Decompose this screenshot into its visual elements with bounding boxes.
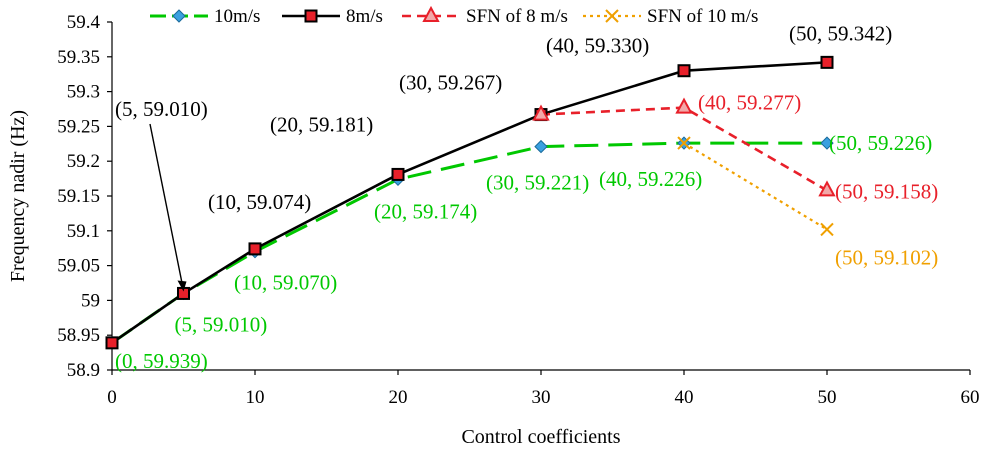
legend-label: SFN of 10 m/s — [647, 6, 758, 27]
data-label: (50, 59.226) — [829, 131, 932, 155]
y-tick-label: 59.3 — [67, 82, 100, 103]
data-label: (10, 59.070) — [234, 271, 337, 295]
legend-item-10m-s: 10m/s — [150, 6, 260, 27]
data-point-sfn-of-10-m-s — [677, 136, 691, 150]
data-label: (5, 59.010) — [115, 97, 208, 121]
legend-marker — [422, 5, 440, 22]
data-label: (20, 59.181) — [270, 112, 373, 136]
data-label: (5, 59.010) — [175, 312, 268, 336]
y-axis-title: Frequency nadir (Hz) — [7, 110, 29, 282]
axes — [107, 21, 971, 375]
x-tick-label: 20 — [389, 387, 408, 408]
legend-marker — [172, 9, 186, 23]
y-tick-label: 59.15 — [57, 186, 100, 207]
y-tick-label: 59 — [81, 290, 100, 311]
data-label: (40, 59.330) — [546, 34, 649, 58]
data-label: (30, 59.221) — [486, 171, 589, 195]
x-marker-stroke — [605, 9, 619, 23]
data-point-sfn-of-8-m-s — [675, 97, 693, 114]
data-label: (30, 59.267) — [399, 71, 502, 95]
y-tick-label: 59.4 — [67, 12, 101, 33]
data-label: (50, 59.342) — [789, 21, 892, 45]
legend-item-sfn-of-10-m-s: SFN of 10 m/s — [583, 6, 758, 27]
data-label: (40, 59.226) — [599, 167, 702, 191]
legend-label: 8m/s — [346, 6, 383, 27]
data-label: (50, 59.102) — [835, 245, 938, 269]
series-markers — [105, 55, 836, 350]
data-point-sfn-of-10-m-s — [820, 222, 834, 237]
data-point-8m-s — [105, 336, 119, 350]
data-label: (50, 59.158) — [835, 179, 938, 203]
data-point-8m-s — [248, 242, 262, 256]
annotation-arrow-line — [149, 123, 184, 286]
data-point-10m-s — [820, 136, 834, 150]
y-tick-label: 59.1 — [67, 221, 100, 242]
x-tick-label: 30 — [532, 387, 551, 408]
legend-marker — [304, 9, 318, 23]
y-tick-label: 59.2 — [67, 151, 100, 172]
y-tick-label: 59.35 — [57, 47, 100, 68]
x-tick-label: 10 — [246, 387, 265, 408]
legend-label: SFN of 8 m/s — [466, 6, 568, 27]
legend-marker — [605, 9, 619, 23]
annotation-arrow-head — [177, 280, 187, 292]
x-tick-label: 40 — [675, 387, 694, 408]
series-line-sfn-of-10-m-s — [683, 142, 828, 231]
data-labels: (5, 59.010) (10, 59.074) (20, 59.181) (30, … — [115, 21, 938, 372]
x-tick-label: 50 — [818, 387, 837, 408]
data-label: (20, 59.174) — [374, 199, 477, 223]
y-tick-label: 59.05 — [57, 256, 100, 277]
x-axis-title: Control coefficients — [461, 426, 620, 448]
legend-item-sfn-of-8-m-s: SFN of 8 m/s — [402, 5, 568, 27]
legend: 10m/s 8m/s SFN of 8 m/s SFN of 10 m/s — [150, 5, 758, 27]
tick-labels: 58.9 58.95 59 59.05 59.1 59.15 59.2 59.25 59.3 59… — [57, 12, 979, 408]
x-tick-label: 0 — [107, 387, 117, 408]
y-tick-label: 58.95 — [57, 325, 100, 346]
data-label: (40, 59.277) — [698, 91, 801, 115]
data-point-8m-s — [820, 55, 834, 69]
legend-item-8m-s: 8m/s — [282, 6, 383, 27]
x-marker-stroke — [677, 136, 691, 150]
x-tick-label: 60 — [961, 387, 980, 408]
data-point-sfn-of-8-m-s — [818, 180, 836, 197]
y-tick-label: 59.25 — [57, 116, 100, 137]
data-point-sfn-of-8-m-s — [532, 104, 550, 121]
legend-label: 10m/s — [214, 6, 260, 27]
data-point-10m-s — [534, 139, 548, 154]
data-point-8m-s — [391, 167, 405, 181]
data-point-8m-s — [677, 64, 691, 78]
data-label: (0, 59.939) — [115, 349, 208, 373]
x-marker-stroke — [820, 222, 834, 237]
data-label: (10, 59.074) — [208, 190, 311, 214]
y-tick-label: 58.9 — [67, 360, 100, 381]
